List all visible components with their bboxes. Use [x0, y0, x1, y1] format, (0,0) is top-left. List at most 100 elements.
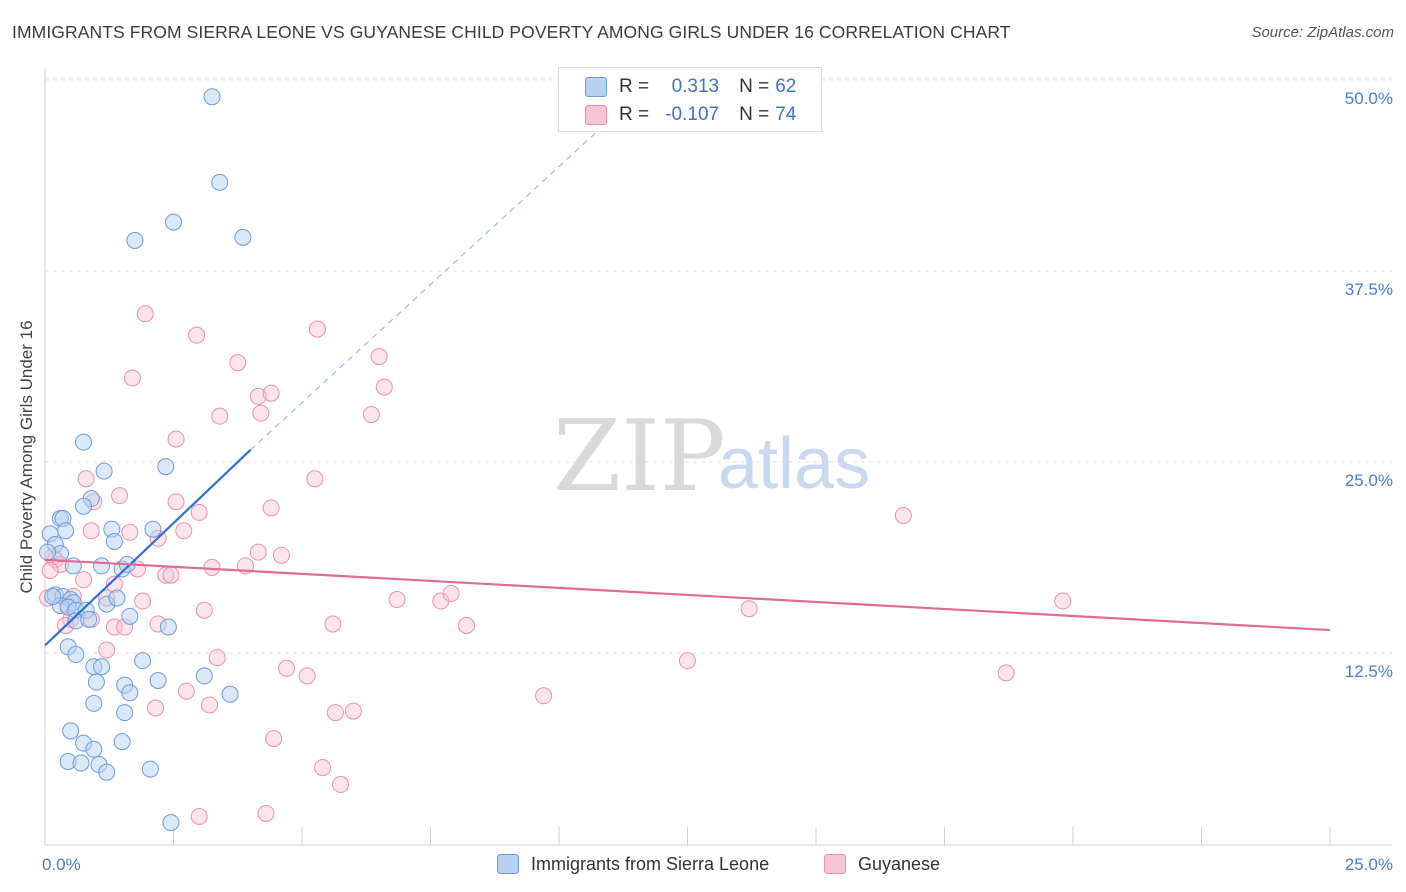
x-tick-label: 0.0%	[42, 855, 81, 874]
guyanese-point	[177, 682, 195, 700]
guyanese-point	[375, 378, 393, 396]
legend-swatch-pink	[585, 105, 607, 125]
sierra-leone-point	[157, 458, 175, 476]
sierra-leone-point	[98, 763, 116, 781]
guyanese-point	[362, 406, 380, 424]
guyanese-point	[195, 601, 213, 619]
guyanese-point	[306, 470, 324, 488]
guyanese-point	[211, 407, 229, 425]
tick-labels: 12.5% 25.0% 37.5% 50.0% 0.0% 25.0%	[42, 89, 1393, 874]
sierra-leone-point	[159, 618, 177, 636]
legend-r-value-2: -0.107	[665, 104, 720, 125]
watermark-zip: ZIP	[553, 400, 726, 514]
guyanese-point	[82, 522, 100, 540]
sierra-leone-point	[85, 694, 103, 712]
sierra-leone-point	[195, 667, 213, 685]
guyanese-point	[262, 384, 280, 402]
correlation-legend: R = 0.313 N = 62 R = -0.107 N = 74	[558, 67, 822, 132]
sierra-leone-point	[87, 673, 105, 691]
sierra-leone-point	[75, 433, 93, 451]
guyanese-point	[272, 546, 290, 564]
guyanese-point	[326, 704, 344, 722]
sierra-leone-point	[85, 740, 103, 758]
y-tick-label: 50.0%	[1345, 89, 1393, 108]
y-tick-label: 37.5%	[1345, 280, 1393, 299]
guyanese-point	[370, 348, 388, 366]
guyanese-point	[190, 503, 208, 521]
guyanese-point	[200, 696, 218, 714]
guyanese-point	[324, 615, 342, 633]
guyanese-point	[190, 807, 208, 825]
bottom-legend-label-1: Immigrants from Sierra Leone	[531, 853, 770, 874]
sierra-leone-point	[108, 589, 126, 607]
legend-row-sierra-leone: R = 0.313 N = 62	[559, 73, 796, 101]
guyanese-point	[249, 387, 267, 405]
sierra-leone-point	[57, 522, 75, 540]
legend-r-value-1: 0.313	[671, 76, 720, 97]
sierra-leone-point	[211, 173, 229, 191]
y-tick-label: 25.0%	[1345, 471, 1393, 490]
legend-swatch-blue	[585, 77, 607, 97]
sierra-leone-point	[105, 532, 123, 550]
sierra-leone-point	[221, 685, 239, 703]
sierra-leone-point	[62, 722, 80, 740]
bottom-legend-sierra-leone: Immigrants from Sierra Leone	[497, 850, 769, 878]
guyanese-point	[167, 430, 185, 448]
sierra-leone-point	[72, 754, 90, 772]
guyanese-point	[252, 404, 270, 422]
sierra-leone-point	[44, 587, 62, 605]
guyanese-point	[308, 320, 326, 338]
guyanese-point	[111, 487, 129, 505]
legend-n-label: N =	[739, 76, 770, 97]
sierra-leone-point	[75, 497, 93, 515]
sierra-leone-point	[39, 543, 57, 561]
bottom-legend-label-2: Guyanese	[858, 853, 941, 874]
guyanese-trend-line	[44, 558, 1331, 632]
guyanese-point	[535, 687, 553, 705]
guyanese-point	[278, 659, 296, 677]
series-guyanese-points	[39, 305, 1072, 825]
guyanese-point	[894, 506, 912, 524]
legend-r-label: R =	[619, 76, 650, 97]
guyanese-point	[208, 649, 226, 667]
sierra-leone-point	[80, 610, 98, 628]
trend-lines	[44, 133, 1331, 647]
guyanese-point	[679, 652, 696, 670]
bottom-legend-swatch-blue	[497, 854, 519, 874]
sierra-leone-point	[144, 520, 162, 538]
sierra-leone-point	[203, 88, 221, 106]
sierra-leone-point	[67, 646, 85, 664]
sierra-leone-trend-extension	[250, 133, 596, 451]
guyanese-point	[167, 493, 185, 511]
guyanese-point	[344, 702, 362, 720]
guyanese-point	[98, 641, 116, 659]
chart-title: IMMIGRANTS FROM SIERRA LEONE VS GUYANESE…	[12, 22, 1011, 42]
y-tick-label: 12.5%	[1345, 662, 1393, 681]
x-tick-label: 25.0%	[1345, 855, 1393, 874]
guyanese-point	[136, 305, 154, 323]
legend-n-label: N =	[739, 104, 770, 125]
guyanese-point	[298, 667, 316, 685]
legend-n-value-2: 74	[775, 104, 797, 125]
sierra-leone-point	[165, 213, 182, 231]
guyanese-point	[75, 571, 93, 589]
guyanese-point	[229, 354, 247, 372]
guyanese-point	[265, 730, 283, 748]
sierra-leone-point	[116, 704, 134, 722]
guyanese-point	[740, 600, 758, 618]
sierra-leone-point	[149, 672, 167, 690]
bottom-legend-guyanese: Guyanese	[824, 850, 940, 878]
guyanese-point	[332, 775, 350, 793]
watermark-atlas: atlas	[718, 424, 870, 504]
guyanese-point	[121, 523, 139, 541]
guyanese-point	[147, 699, 165, 717]
guyanese-point	[77, 470, 95, 488]
legend-n-value-1: 62	[775, 76, 797, 97]
source-label: Source: ZipAtlas.com	[1251, 24, 1394, 41]
guyanese-point	[134, 592, 152, 610]
sierra-leone-point	[93, 557, 111, 575]
series-sierra-leone-points	[39, 88, 252, 832]
guyanese-point	[997, 664, 1015, 682]
sierra-leone-point	[121, 607, 139, 625]
